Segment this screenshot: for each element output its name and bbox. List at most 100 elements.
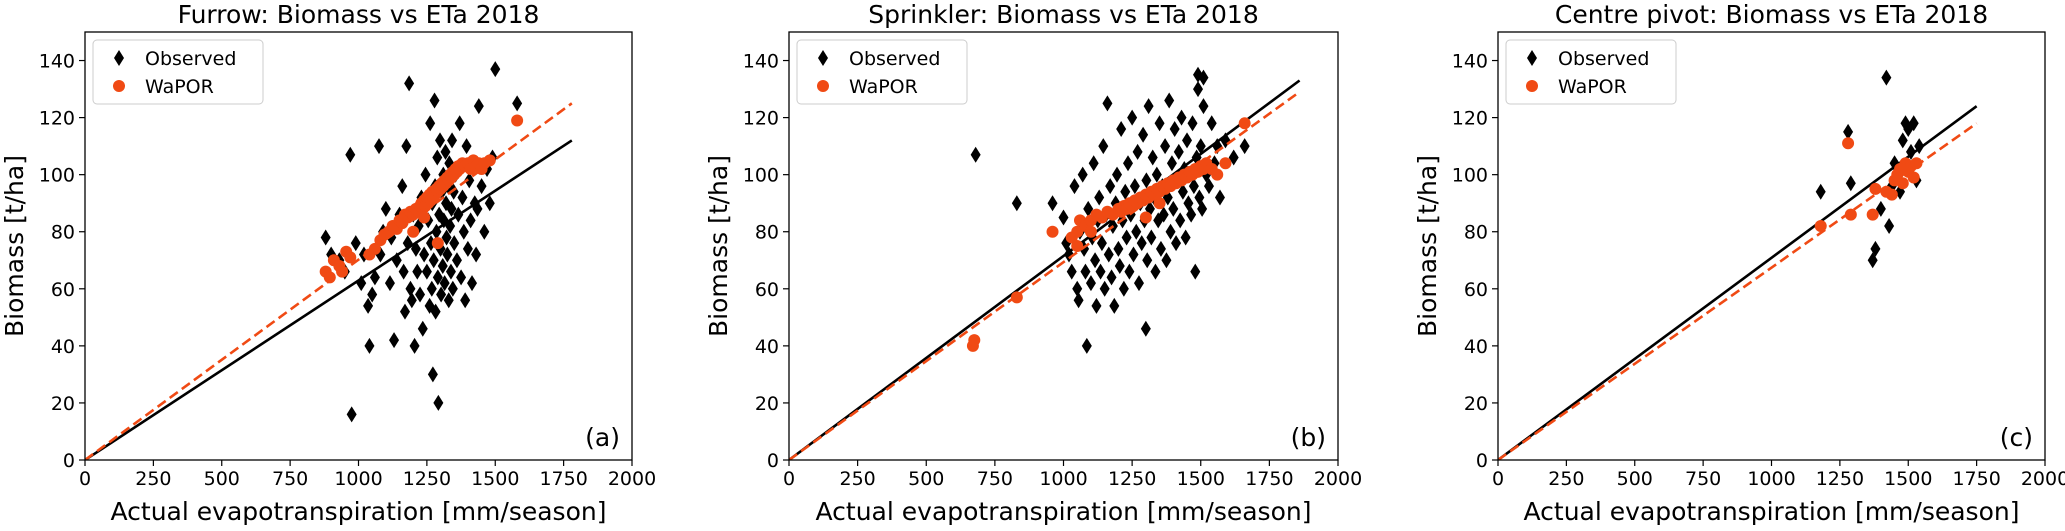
observed-point [1908,115,1919,132]
observed-point [1127,109,1138,126]
y-tick-label: 80 [755,222,779,244]
observed-point [1198,69,1209,86]
observed-point [345,146,356,163]
observed-point [409,337,420,354]
observed-point [1143,98,1154,115]
observed-point [1103,246,1114,263]
x-tick-label: 500 [908,468,944,490]
y-tick-label: 60 [51,279,75,301]
y-tick-label: 100 [1452,165,1488,187]
observed-point [1175,212,1186,229]
observed-point [1214,189,1225,206]
panel-label: (a) [585,423,620,452]
panel-label: (b) [1291,423,1326,452]
observed-point [367,286,378,303]
wapor-point [368,242,381,255]
legend-observed-marker [1527,50,1537,66]
observed-point [1072,280,1083,297]
observed-point [1109,297,1120,314]
observed-point [384,275,395,292]
observed-point [1112,166,1123,183]
observed-point [1090,252,1101,269]
observed-point [1121,229,1132,246]
observed-point [1164,92,1175,109]
observed-point [512,95,523,112]
observed-point [1177,183,1188,200]
y-axis-label: Biomass [t/ha] [1413,155,1442,337]
y-tick-label: 20 [755,393,779,415]
observed-point [1171,235,1182,252]
legend: Observed WaPOR [796,39,968,105]
y-tick-label: 80 [1464,222,1488,244]
observed-point [1870,240,1881,257]
wapor-point [1046,225,1059,238]
observed-point [1113,240,1124,257]
observed-point [1239,138,1250,155]
x-tick-label: 2000 [608,468,656,490]
wapor-point [407,225,420,238]
wapor-point [1894,162,1907,175]
observed-point [1160,138,1171,155]
chart-panel-2: Centre pivot: Biomass vs ETa 2018 0 250 500… [1413,0,2065,526]
wapor-point [1896,177,1909,190]
observed-point [1166,155,1177,172]
observed-point [432,149,443,166]
wapor-point [1842,137,1855,150]
observed-point [441,229,452,246]
observed-point [406,292,417,309]
observed-point [398,263,409,280]
wapor-point [1010,291,1023,304]
observed-point [1094,189,1105,206]
x-axis-label: Actual evapotranspiration [mm/season] [816,497,1312,526]
observed-point [1077,166,1088,183]
legend-observed-label: Observed [145,48,236,70]
observed-point [1158,206,1169,223]
x-axis-label: Actual evapotranspiration [mm/season] [1524,497,2020,526]
x-tick-label: 1500 [1884,468,1932,490]
observed-point [1187,115,1198,132]
legend-wapor-label: WaPOR [145,76,214,98]
observed-point [1843,123,1854,140]
observed-point [1182,132,1193,149]
observed-point [1011,195,1022,212]
legend-wapor-label: WaPOR [849,76,918,98]
observed-point [446,200,457,217]
legend: Observed WaPOR [1505,39,1677,105]
observed-point [454,115,465,132]
observed-point [1141,172,1152,189]
legend-wapor-marker [1526,80,1538,92]
observed-point [1140,320,1151,337]
y-tick-label: 60 [1464,279,1488,301]
legend-observed-label: Observed [1558,48,1649,70]
observed-fit-line [85,139,573,460]
observed-point [1884,218,1895,235]
observed-point [1120,183,1131,200]
observed-point [1138,126,1149,143]
observed-point [1058,209,1069,226]
x-tick-label: 2000 [2021,468,2065,490]
observed-point [1129,178,1140,195]
observed-point [397,178,408,195]
x-tick-label: 1250 [1816,468,1864,490]
wapor-point [336,265,349,278]
observed-point [1168,200,1179,217]
observed-point [399,303,410,320]
observed-point [412,263,423,280]
x-tick-label: 1000 [1747,468,1795,490]
observed-point [1132,143,1143,160]
observed-point [1066,263,1077,280]
observed-point [1088,155,1099,172]
observed-point [473,98,484,115]
wapor-fit-line [789,90,1301,460]
observed-point [970,146,981,163]
observed-point [1150,263,1161,280]
observed-point [471,246,482,263]
legend-box [796,39,968,105]
x-tick-label: 250 [1548,468,1584,490]
chart-panel-1: Sprinkler: Biomass vs ETa 2018 0 250 500 750… [704,0,1362,526]
observed-point [374,138,385,155]
observed-point [476,178,487,195]
observed-point [460,292,471,309]
observed-point [1206,115,1217,132]
